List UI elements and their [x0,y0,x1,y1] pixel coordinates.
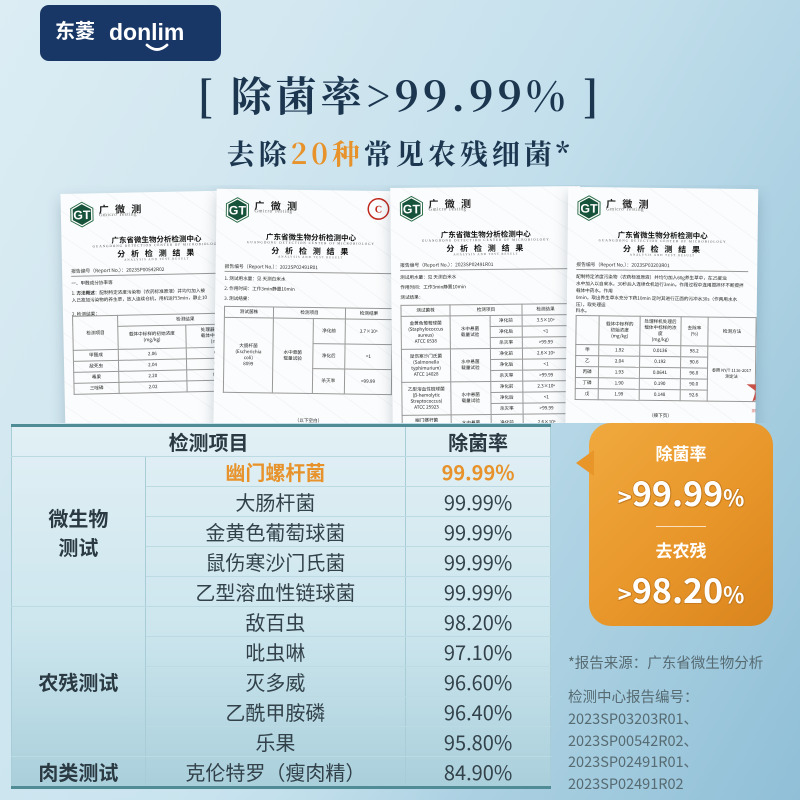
svg-text:GT: GT [403,202,421,216]
svg-text:东菱: 东菱 [55,15,95,44]
svg-text:C: C [375,205,383,216]
svg-text:GT: GT [229,203,247,217]
svg-text:donlim: donlim [109,19,184,45]
svg-text:GT: GT [73,208,91,222]
svg-text:GT: GT [580,202,598,216]
